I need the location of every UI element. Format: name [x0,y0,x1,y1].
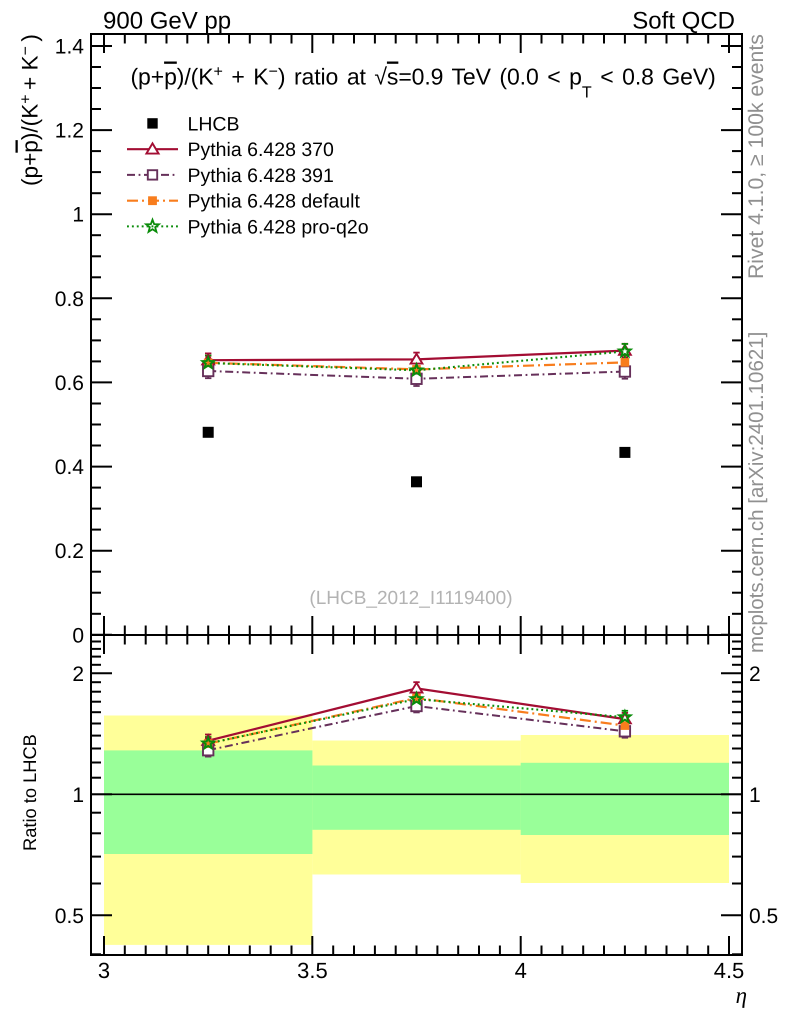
svg-text:Ratio to LHCB: Ratio to LHCB [19,734,40,851]
svg-text:900 GeV pp: 900 GeV pp [103,8,231,35]
svg-text:0.5: 0.5 [55,905,84,928]
svg-text:4: 4 [515,958,527,983]
svg-text:mcplots.cern.ch [arXiv:2401.10: mcplots.cern.ch [arXiv:2401.10621] [745,332,768,653]
svg-text:Pythia 6.428 370: Pythia 6.428 370 [188,139,335,161]
svg-text:2: 2 [72,663,84,686]
svg-text:0.2: 0.2 [55,540,84,563]
svg-text:1.4: 1.4 [55,36,85,59]
svg-text:3: 3 [98,958,110,983]
svg-text:Pythia 6.428 pro-q2o: Pythia 6.428 pro-q2o [188,216,369,238]
svg-text:Soft QCD: Soft QCD [632,8,735,35]
svg-text:2: 2 [749,663,761,686]
svg-text:Rivet 4.1.0, ≥ 100k events: Rivet 4.1.0, ≥ 100k events [745,34,768,279]
svg-text:4.5: 4.5 [714,958,745,983]
svg-text:1: 1 [749,784,761,807]
svg-text:1: 1 [72,784,84,807]
svg-text:LHCB: LHCB [188,113,240,135]
svg-text:Pythia 6.428 default: Pythia 6.428 default [188,191,361,213]
svg-text:0.4: 0.4 [55,456,85,479]
svg-text:0.5: 0.5 [749,905,778,928]
svg-text:0: 0 [72,624,84,647]
svg-text:1.2: 1.2 [55,120,84,143]
svg-text:1: 1 [72,204,84,227]
svg-text:3.5: 3.5 [297,958,328,983]
svg-text:(p+p)/(K+ + K− ): (p+p)/(K+ + K− ) [18,34,43,186]
svg-text:Pythia 6.428 391: Pythia 6.428 391 [188,165,334,187]
svg-text:0.6: 0.6 [55,372,84,395]
svg-text:0.8: 0.8 [55,288,84,311]
svg-text:(LHCB_2012_I1119400): (LHCB_2012_I1119400) [309,588,512,609]
svg-text:η: η [736,983,747,1008]
